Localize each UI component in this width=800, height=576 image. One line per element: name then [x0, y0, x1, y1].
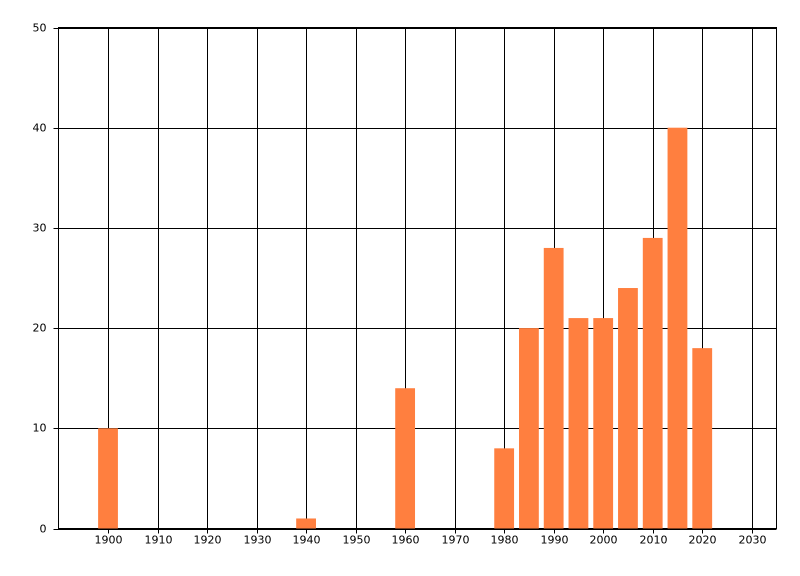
bar [618, 288, 638, 529]
y-tick-label: 30 [33, 222, 47, 235]
bar [692, 348, 713, 529]
x-tick-label: 1900 [95, 534, 123, 547]
x-tick-label: 1960 [392, 534, 420, 547]
x-tick-label: 1940 [293, 534, 321, 547]
bar [519, 328, 539, 529]
bar [395, 388, 416, 529]
bar [296, 518, 316, 529]
x-tick-label: 2020 [689, 534, 717, 547]
x-tick-label: 1970 [442, 534, 470, 547]
bar [667, 127, 688, 529]
bar [593, 318, 614, 529]
x-tick-label: 1920 [194, 534, 222, 547]
x-tick-label: 2000 [590, 534, 618, 547]
x-tick-label: 1980 [491, 534, 519, 547]
y-tick-label: 40 [33, 122, 47, 135]
bar [494, 448, 515, 529]
x-tick-label: 1950 [343, 534, 371, 547]
y-tick-label: 20 [33, 322, 47, 335]
plot-frame [58, 27, 777, 529]
x-tick-label: 2010 [640, 534, 668, 547]
y-tick-label: 50 [33, 22, 47, 35]
bar [642, 237, 663, 529]
bar [98, 428, 118, 529]
y-tick-label: 0 [40, 523, 47, 536]
y-tick-label: 10 [33, 422, 47, 435]
x-tick-label: 1990 [541, 534, 569, 547]
x-tick-label: 1910 [145, 534, 173, 547]
x-tick-label: 2030 [739, 534, 767, 547]
x-tick-label: 1930 [244, 534, 272, 547]
bar [543, 247, 564, 529]
bar [568, 318, 589, 529]
